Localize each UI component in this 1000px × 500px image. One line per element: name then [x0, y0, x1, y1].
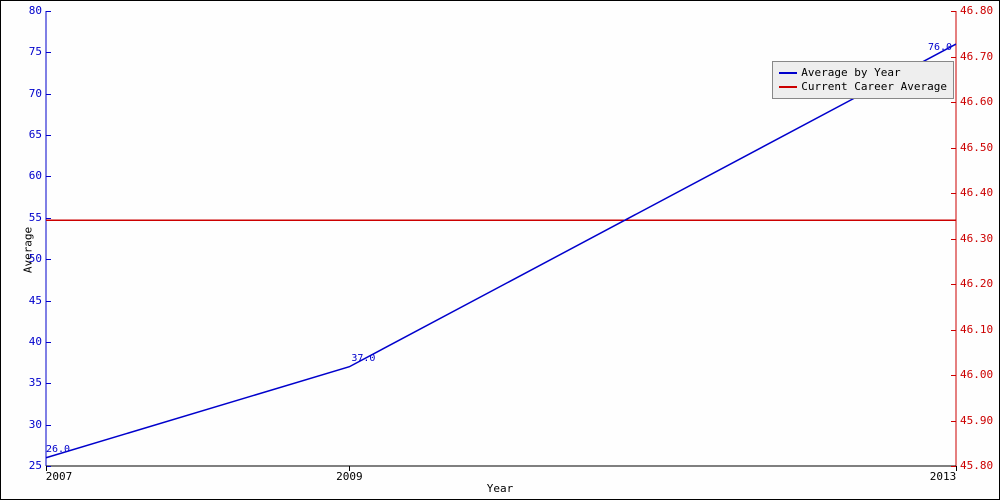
right-tick-label: 45.80	[960, 459, 993, 472]
left-tick-label: 70	[16, 87, 42, 100]
left-tick	[46, 301, 51, 302]
data-point-label: 37.0	[351, 353, 375, 364]
right-tick	[951, 193, 956, 194]
left-tick	[46, 259, 51, 260]
left-tick	[46, 425, 51, 426]
legend-item: Current Career Average	[779, 80, 947, 94]
x-tick-label: 2009	[334, 470, 364, 483]
right-tick	[951, 57, 956, 58]
right-tick-label: 46.60	[960, 95, 993, 108]
right-tick	[951, 102, 956, 103]
right-tick-label: 46.10	[960, 323, 993, 336]
right-tick-label: 46.40	[960, 186, 993, 199]
left-tick	[46, 135, 51, 136]
left-tick	[46, 11, 51, 12]
legend-label: Current Career Average	[801, 80, 947, 94]
right-tick-label: 45.90	[960, 414, 993, 427]
left-tick-label: 65	[16, 128, 42, 141]
legend: Average by Year Current Career Average	[772, 61, 954, 99]
left-tick	[46, 176, 51, 177]
legend-swatch	[779, 72, 797, 74]
left-tick	[46, 218, 51, 219]
left-tick	[46, 52, 51, 53]
y-axis-label: Average	[22, 227, 35, 273]
right-tick	[951, 284, 956, 285]
right-tick-label: 46.50	[960, 141, 993, 154]
left-tick-label: 45	[16, 294, 42, 307]
left-tick-label: 35	[16, 376, 42, 389]
left-tick	[46, 342, 51, 343]
chart-container: Average Year Average by Year Current Car…	[0, 0, 1000, 500]
left-tick-label: 25	[16, 459, 42, 472]
legend-item: Average by Year	[779, 66, 947, 80]
x-axis-label: Year	[487, 482, 514, 495]
right-tick-label: 46.30	[960, 232, 993, 245]
legend-label: Average by Year	[801, 66, 900, 80]
right-tick-label: 46.70	[960, 50, 993, 63]
x-tick-label: 2007	[44, 470, 74, 483]
left-tick-label: 55	[16, 211, 42, 224]
left-tick-label: 40	[16, 335, 42, 348]
right-tick	[951, 330, 956, 331]
left-tick-label: 30	[16, 418, 42, 431]
left-tick-label: 60	[16, 169, 42, 182]
right-tick	[951, 148, 956, 149]
right-tick	[951, 11, 956, 12]
legend-swatch	[779, 86, 797, 88]
data-point-label: 76.0	[928, 42, 952, 53]
average-by-year-line	[46, 44, 956, 458]
right-tick	[951, 239, 956, 240]
right-tick-label: 46.00	[960, 368, 993, 381]
left-tick	[46, 383, 51, 384]
left-tick-label: 80	[16, 4, 42, 17]
left-tick-label: 50	[16, 252, 42, 265]
right-tick-label: 46.80	[960, 4, 993, 17]
right-tick-label: 46.20	[960, 277, 993, 290]
x-tick-label: 2013	[928, 470, 958, 483]
right-tick	[951, 421, 956, 422]
data-point-label: 26.0	[46, 444, 70, 455]
right-tick	[951, 375, 956, 376]
left-tick-label: 75	[16, 45, 42, 58]
left-tick	[46, 94, 51, 95]
